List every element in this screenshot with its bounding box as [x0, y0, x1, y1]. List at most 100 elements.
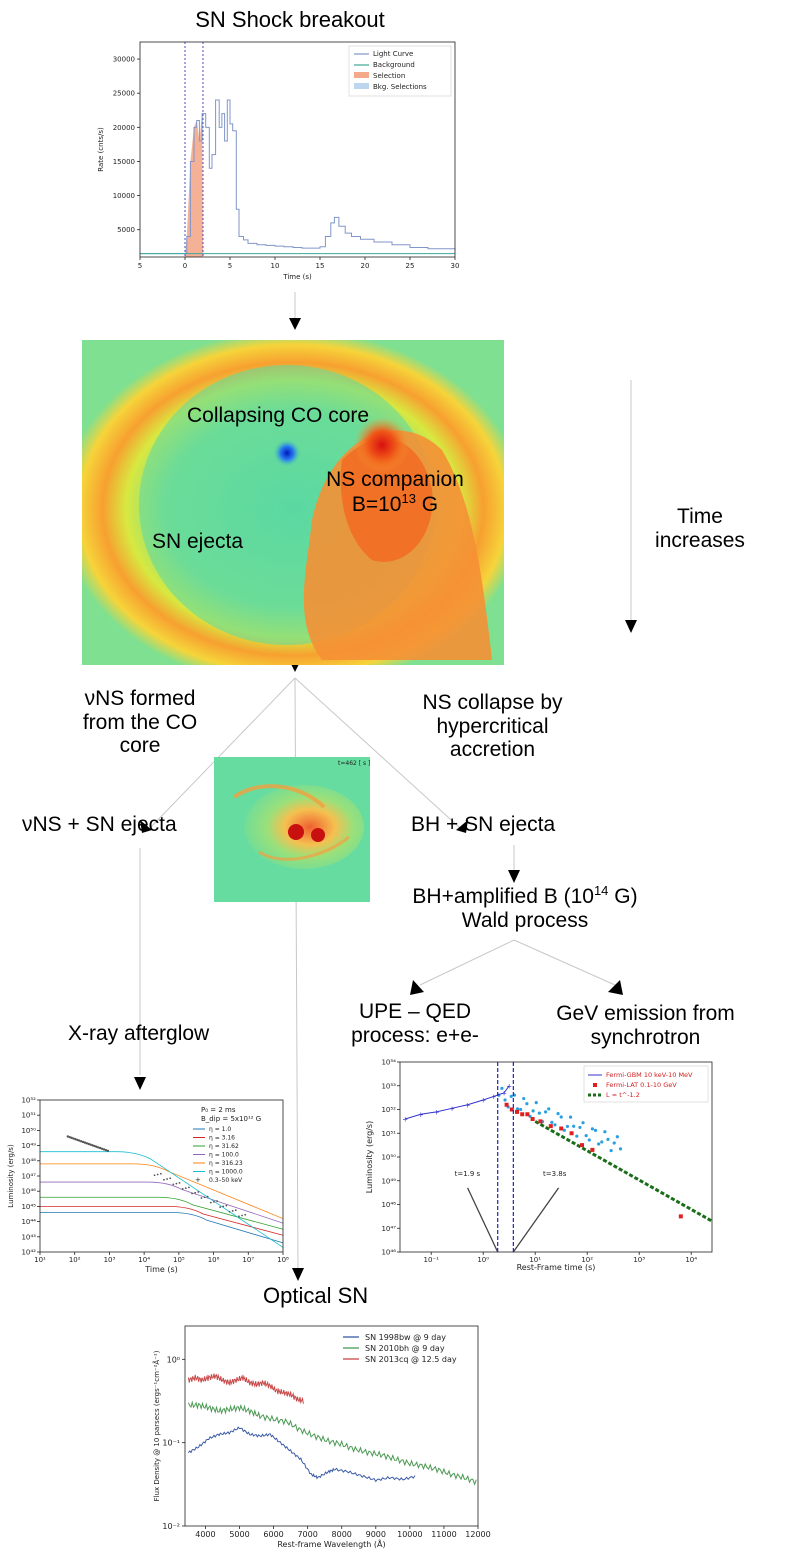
data-point	[104, 1148, 108, 1152]
data-point	[95, 1145, 98, 1148]
lat-point	[504, 1102, 509, 1107]
gbm-high-point	[590, 1127, 594, 1131]
data-point	[234, 1209, 237, 1212]
vns-formed-line3: core	[119, 734, 161, 758]
x-tick-label: 10²	[581, 1256, 593, 1264]
x-tick-label: 10⁶	[208, 1256, 220, 1264]
legend-entry: SN 1998bw @ 9 day	[365, 1333, 446, 1342]
y-tick-label: 10⁵¹	[21, 1112, 36, 1120]
x-tick-label: 10¹	[529, 1256, 541, 1264]
upe-line1: UPE – QED	[358, 1000, 472, 1023]
spectrum-line	[187, 1373, 304, 1405]
legend-entry: Selection	[373, 72, 405, 80]
fit-line	[534, 1120, 713, 1223]
bh-amplified-suffix: G)	[608, 885, 638, 908]
legend-box	[583, 1065, 709, 1103]
data-point	[219, 1206, 222, 1209]
lat-point	[515, 1109, 519, 1114]
gbm-high-point	[565, 1124, 570, 1129]
x-tick-label: 11000	[431, 1530, 456, 1539]
y-tick-label: 10⁴⁹	[21, 1142, 36, 1150]
y-axis-label: Flux Density @ 10 parsecs (ergs⁻¹cm⁻²Å⁻¹…	[152, 1350, 161, 1501]
y-tick-label: 10⁵²	[21, 1097, 36, 1105]
gbm-high-point	[534, 1101, 538, 1105]
page-title: SN Shock breakout	[195, 7, 385, 32]
data-point	[213, 1200, 215, 1203]
x-axis-label: Time (s)	[144, 1265, 178, 1274]
annotation-2: t=3.8s	[543, 1170, 567, 1178]
vns-formed-line1: νNS formed	[84, 687, 196, 710]
lat-point	[678, 1214, 683, 1219]
light-curve-line	[140, 99, 456, 255]
x-tick-label: 5000	[229, 1530, 249, 1539]
optical-sn-chart: 4000 5000 6000 7000 8000 9000 10000 11000 12000 1…	[152, 1325, 491, 1549]
x-tick-label: 10³	[104, 1256, 116, 1264]
gbm-high-point	[531, 1109, 535, 1113]
y-tick-label: 25000	[113, 90, 135, 98]
gbm-high-point	[500, 1086, 504, 1090]
x-tick-label: 10⁰	[477, 1256, 489, 1264]
data-point	[97, 1146, 100, 1149]
label-ns-collapse: NS collapse by hypercritical accretion	[400, 691, 585, 762]
x-tick-label: 10⁴	[685, 1256, 697, 1264]
gbm-line	[405, 1085, 510, 1120]
legend-title-2: B_dip = 5x10¹² G	[201, 1115, 261, 1123]
gbm-high-point	[559, 1115, 563, 1119]
x-tick-label: 10	[271, 262, 280, 270]
model-curve	[40, 1181, 284, 1224]
gev-line2: synchrotron	[590, 1025, 701, 1049]
selection-fill	[185, 113, 203, 258]
gbm-high-point	[581, 1121, 585, 1125]
legend-entry: η = 1.0	[209, 1126, 231, 1133]
legend: Light Curve Background Selection Bkg. Selec…	[348, 45, 452, 97]
y-tick-label: 10⁵⁰	[21, 1127, 36, 1135]
gbm-point: +	[433, 1108, 439, 1116]
data-point	[184, 1187, 187, 1190]
legend-marker: +	[195, 1176, 201, 1184]
label-bh-amplified: BH+amplified B (1014 G) Wald process	[380, 883, 670, 932]
legend-entry: Background	[373, 61, 415, 69]
lat-point	[580, 1143, 584, 1148]
small-sim-timestamp: t=462 [ s ]	[338, 760, 370, 767]
model-curve	[40, 1196, 284, 1230]
arrow-head-3	[140, 820, 152, 833]
y-tick-label: 10⁴⁴	[21, 1218, 36, 1226]
gbm-high-point	[547, 1107, 551, 1111]
data-point	[79, 1140, 83, 1143]
y-axis-label: Luminosity (erg/s)	[7, 1144, 15, 1208]
ns-companion-b-unit: G	[415, 492, 439, 516]
data-point	[99, 1146, 102, 1150]
data-point	[163, 1178, 165, 1181]
label-time-increases: Time increases	[630, 505, 770, 552]
legend-entry: η = 31.62	[209, 1143, 239, 1150]
y-tick-label: 10⁴⁵	[21, 1203, 36, 1211]
vns-formed-line2: from the CO	[82, 710, 198, 734]
data-point	[81, 1140, 85, 1144]
gbm-point: +	[501, 1089, 507, 1097]
gev-line1: GeV emission from	[556, 1002, 735, 1025]
label-sn-ejecta: SN ejecta	[152, 530, 244, 553]
lat-point	[520, 1112, 525, 1117]
x-tick-label: 8000	[332, 1530, 352, 1539]
x-tick-label: 7000	[297, 1530, 317, 1539]
y-axis-label: Luminosity (erg/s)	[365, 1121, 374, 1193]
chart1-frame	[139, 41, 456, 258]
bh-amplified-prefix: BH+amplified B (10	[412, 885, 594, 908]
arrow-line-1	[467, 1187, 499, 1253]
model-curve	[40, 1206, 284, 1236]
y-tick-label: 15000	[113, 158, 135, 166]
data-point	[66, 1135, 69, 1138]
data-point	[241, 1214, 243, 1217]
x-axis-label: Rest-Frame time (s)	[517, 1263, 596, 1272]
data-point	[102, 1148, 106, 1151]
x-tick-label: 9000	[366, 1530, 386, 1539]
gbm-point: +	[465, 1101, 471, 1109]
x-tick-label: 10⁷	[242, 1256, 254, 1264]
x-tick-label: 10⁻¹	[423, 1256, 439, 1264]
y-tick-label: 30000	[113, 56, 135, 64]
arrow-head-time	[625, 620, 637, 633]
label-gev: GeV emission from synchrotron	[538, 1002, 753, 1049]
data-point	[70, 1136, 73, 1140]
ns-companion-line1: NS companion	[326, 468, 464, 491]
